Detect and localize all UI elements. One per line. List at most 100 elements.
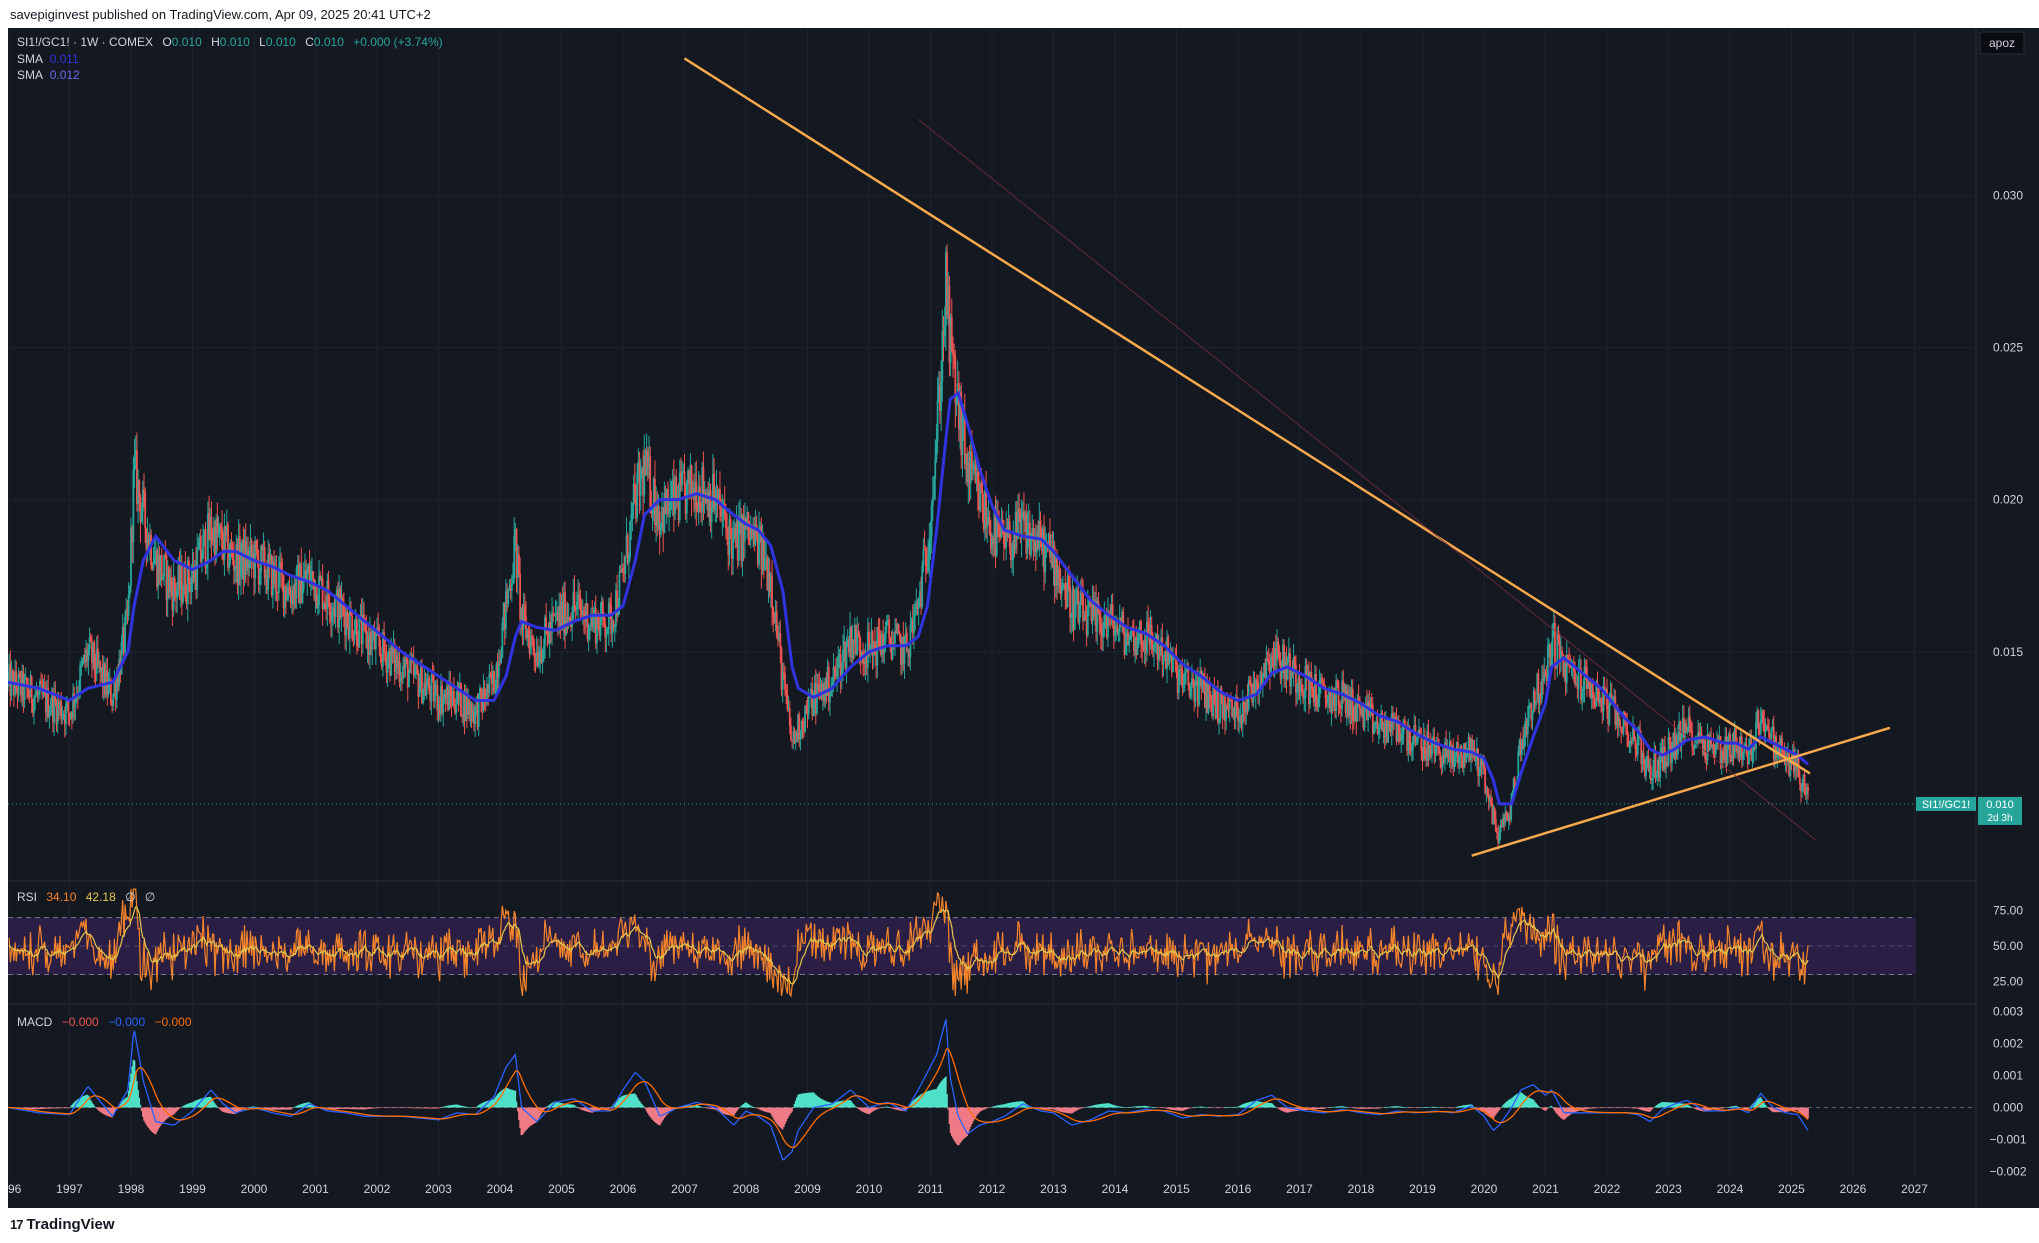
macd-hist-bar [1784, 1107, 1787, 1113]
macd-hist-bar [34, 1107, 37, 1110]
candle-body [267, 553, 270, 590]
candle-body [746, 512, 749, 530]
macd-hist-bar [1064, 1107, 1067, 1113]
candle-body [1701, 738, 1704, 754]
candle-body [931, 497, 934, 506]
macd-hist-bar [61, 1107, 64, 1109]
macd-hist-bar [1218, 1107, 1220, 1109]
macd-hist-bar [988, 1107, 991, 1109]
candle-body [1680, 733, 1683, 747]
candle-body [838, 654, 841, 658]
macd-hist-bar [425, 1107, 428, 1109]
macd-hist-bar [1136, 1106, 1139, 1108]
macd-hist-bar [1284, 1107, 1287, 1113]
macd-hist-bar [871, 1107, 874, 1112]
x-tick-label: 2004 [487, 1182, 514, 1196]
macd-hist-bar [1008, 1102, 1011, 1108]
candle-body [851, 640, 854, 658]
candle-body [359, 614, 362, 616]
macd-hist-bar [246, 1107, 248, 1109]
tradingview-logo[interactable]: 17 TradingView [10, 1216, 115, 1233]
macd-hist-bar [1400, 1106, 1403, 1108]
candle-body [1509, 814, 1511, 820]
candle-body [1231, 699, 1233, 717]
macd-hist-bar [1188, 1107, 1191, 1109]
candle-body [843, 641, 846, 650]
macd-hist-bar [362, 1107, 364, 1110]
candle-body [1318, 680, 1321, 699]
macd-hist-bar [215, 1105, 217, 1108]
macd-hist-bar [469, 1107, 472, 1108]
user-badge-label: apoz [1989, 36, 2015, 50]
x-tick-label: 1996 [8, 1182, 22, 1196]
candle-body [430, 675, 433, 701]
macd-hist-bar [1341, 1106, 1343, 1108]
macd-hist-bar [594, 1107, 597, 1112]
candle-body [795, 732, 798, 741]
macd-hist-bar [1627, 1107, 1630, 1109]
macd-hist-bar [694, 1105, 696, 1108]
macd-hist-bar [1563, 1107, 1566, 1120]
macd-hist-bar [1148, 1106, 1151, 1108]
macd-hist-bar [1289, 1107, 1291, 1113]
candle-body [1654, 752, 1657, 778]
candle-body [989, 533, 992, 549]
candle-body [1036, 533, 1038, 553]
macd-hist-bar [39, 1107, 41, 1110]
x-tick-label: 2000 [241, 1182, 268, 1196]
macd-hist-bar [229, 1107, 232, 1114]
candle-body [1039, 520, 1042, 538]
user-badge[interactable] [1979, 31, 2025, 55]
candle-body [1299, 684, 1302, 692]
macd-hist-bar [71, 1104, 73, 1108]
y-tick-label: 0.015 [1993, 645, 2023, 659]
macd-hist-bar [1389, 1106, 1392, 1108]
candle-body [1347, 690, 1349, 716]
macd-hist-bar [1519, 1092, 1522, 1108]
macd-hist-bar [1547, 1107, 1549, 1109]
candle-body [1483, 757, 1485, 768]
macd-hist-bar [460, 1105, 462, 1108]
chart-area[interactable]: 1996199719981999200020012002200320042005… [8, 28, 2039, 1208]
macd-hist-bar [1108, 1103, 1110, 1108]
macd-hist-bar [416, 1107, 419, 1109]
candle-body [1077, 590, 1080, 623]
macd-hist-bar [665, 1107, 668, 1116]
macd-hist-bar [49, 1107, 52, 1109]
macd-hist-bar [114, 1107, 117, 1111]
macd-hist-bar [1205, 1107, 1207, 1108]
macd-hist-bar [464, 1106, 467, 1108]
macd-hist-bar [999, 1104, 1002, 1108]
macd-hist-bar [1726, 1107, 1729, 1108]
macd-hist-bar [365, 1107, 368, 1110]
macd-hist-bar [402, 1107, 404, 1109]
macd-hist-bar [377, 1107, 379, 1109]
candle-body [1102, 628, 1105, 637]
candle-body [399, 677, 402, 683]
candle-body [1206, 682, 1209, 713]
chart-svg[interactable]: 1996199719981999200020012002200320042005… [8, 28, 2039, 1208]
macd-hist-bar [379, 1107, 382, 1109]
macd-hist-bar [1279, 1107, 1282, 1111]
x-tick-label: 2005 [548, 1182, 575, 1196]
macd-hist-bar [352, 1107, 355, 1110]
macd-tick-label: −0.002 [1989, 1165, 2026, 1179]
x-tick-label: 2013 [1040, 1182, 1067, 1196]
macd-hist-bar [1310, 1107, 1313, 1110]
macd-hist-bar [1392, 1106, 1394, 1108]
macd-hist-bar [928, 1090, 931, 1108]
candle-body [654, 478, 656, 526]
candle-body [581, 611, 584, 615]
candle-body [273, 562, 276, 584]
candle-body [173, 578, 176, 592]
candle-body [316, 605, 319, 608]
candle-body [527, 630, 530, 638]
candle-body [1487, 794, 1490, 801]
macd-hist-bar [950, 1107, 953, 1136]
macd-hist-bar [1199, 1106, 1201, 1108]
macd-hist-bar [546, 1106, 549, 1108]
candle-body [840, 669, 843, 679]
candle-body [501, 623, 504, 658]
macd-hist-bar [28, 1107, 31, 1110]
macd-hist-bar [1285, 1107, 1288, 1113]
